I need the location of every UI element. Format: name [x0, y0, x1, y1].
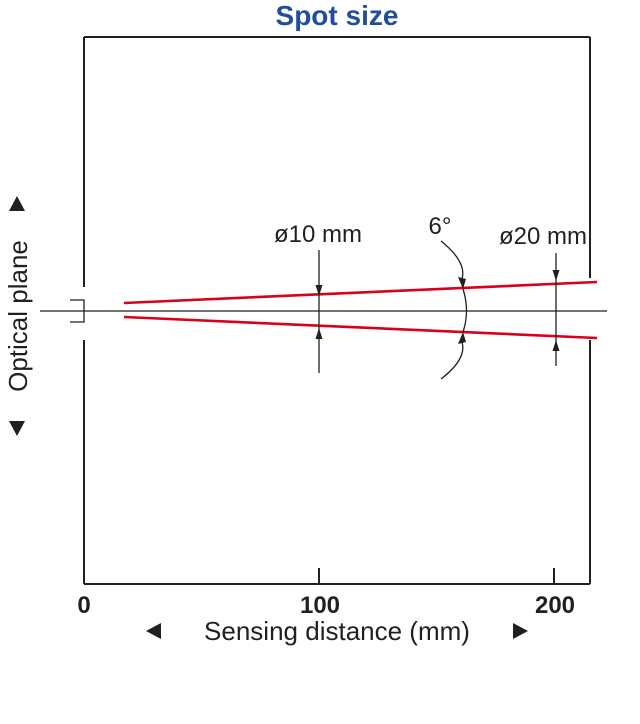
beam-upper-edge — [123, 280, 598, 305]
spot-size-label-near: ø10 mm — [274, 221, 362, 248]
plot-frame — [83, 36, 591, 585]
beam-angle-label: 6° — [429, 213, 452, 240]
spot-marker-100 — [315, 250, 323, 373]
x-axis-right-arrow-icon — [513, 623, 528, 639]
y-axis-label: Optical plane — [3, 240, 33, 392]
x-axis-left-arrow-icon — [146, 623, 161, 639]
x-tick-label-0: 0 — [77, 592, 90, 619]
x-axis-label: Sensing distance (mm) — [204, 616, 470, 646]
y-axis-up-arrow-icon — [9, 196, 25, 211]
beam-angle-arc — [440, 240, 468, 380]
y-axis-down-arrow-icon — [9, 421, 25, 436]
spot-size-label-far: ø20 mm — [499, 223, 587, 250]
spot-marker-200 — [552, 253, 560, 366]
x-axis-ticks — [318, 568, 555, 584]
x-tick-label-200: 200 — [535, 592, 575, 619]
beam-lower-edge — [123, 315, 598, 340]
x-tick-label-100: 100 — [300, 592, 340, 619]
chart-title: Spot size — [276, 0, 399, 31]
